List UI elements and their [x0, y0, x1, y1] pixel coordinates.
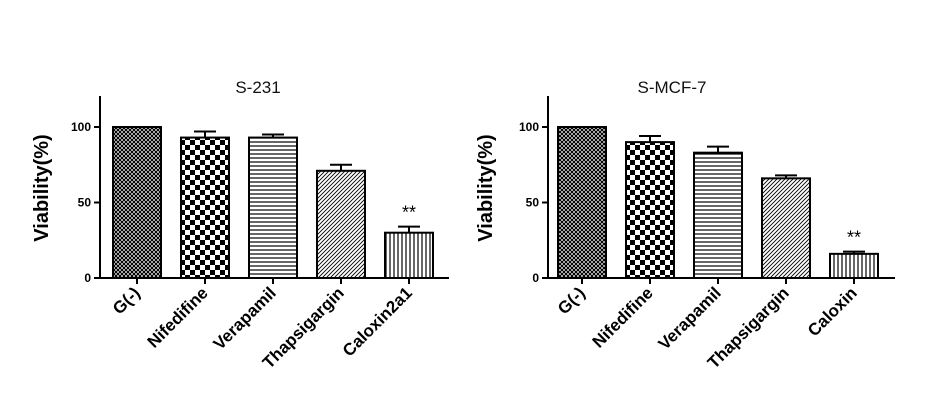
- y-tick-label: 0: [532, 271, 539, 285]
- bar: [557, 126, 607, 279]
- bar: [829, 252, 879, 279]
- bar: [316, 169, 366, 279]
- significance-label: **: [402, 203, 416, 223]
- x-tick-label: Nifedifine: [144, 283, 212, 351]
- x-tick-label: G(-): [109, 283, 144, 318]
- bar: [625, 141, 675, 279]
- chart-title: S-MCF-7: [638, 78, 707, 97]
- y-axis-label: Viability(%): [475, 134, 497, 241]
- bar: [384, 231, 434, 279]
- chart-panel-smcf7: S-MCF-7 Viability(%) ** 0 50 100 G(-) Nifedi…: [475, 78, 895, 372]
- x-tick-label: Verapamil: [210, 283, 280, 353]
- x-tick-label: Verapamil: [655, 283, 725, 353]
- y-tick-label: 50: [78, 196, 92, 210]
- bars-group: **: [112, 126, 434, 279]
- x-tick-label: Nifedifine: [589, 283, 657, 351]
- bar: [693, 151, 743, 279]
- y-tick-label: 50: [526, 196, 540, 210]
- chart-panel-s231: S-231 Viability(%) ** 0 50 100 G(-) Nifedifi…: [31, 78, 449, 372]
- bar: [248, 136, 298, 279]
- x-tick-label: Caloxin2a1: [339, 283, 416, 360]
- y-tick-label: 100: [71, 120, 91, 134]
- chart-title: S-231: [235, 78, 280, 97]
- significance-label: **: [847, 228, 861, 248]
- bars-group: **: [557, 126, 879, 279]
- x-tick-label: G(-): [554, 283, 589, 318]
- y-axis-label: Viability(%): [31, 134, 53, 241]
- bar: [761, 177, 811, 279]
- x-tick-label: Caloxin: [804, 283, 861, 340]
- y-tick-label: 100: [519, 120, 539, 134]
- y-tick-label: 0: [84, 271, 91, 285]
- bar: [180, 136, 230, 279]
- bar: [112, 126, 162, 279]
